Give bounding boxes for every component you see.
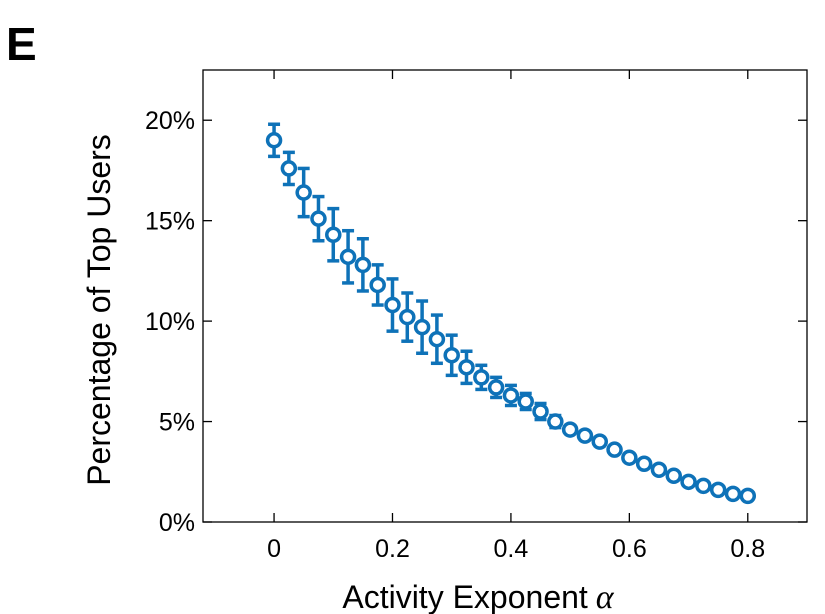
data-marker bbox=[413, 318, 431, 336]
data-marker bbox=[606, 441, 623, 458]
plot-area-frame bbox=[202, 69, 808, 523]
data-marker bbox=[428, 330, 446, 348]
data-marker bbox=[384, 296, 401, 314]
data-point bbox=[502, 383, 520, 408]
data-marker bbox=[443, 347, 460, 364]
data-marker bbox=[325, 226, 342, 243]
data-point bbox=[265, 122, 283, 159]
data-marker bbox=[561, 421, 579, 438]
data-point bbox=[621, 449, 638, 466]
x-tick-label: 0.4 bbox=[494, 535, 529, 563]
data-point bbox=[680, 473, 697, 491]
data-marker bbox=[280, 160, 298, 177]
data-point bbox=[561, 421, 579, 438]
data-marker bbox=[487, 379, 505, 396]
data-marker bbox=[739, 487, 757, 505]
data-marker bbox=[576, 427, 594, 444]
data-point bbox=[576, 427, 594, 444]
data-point bbox=[354, 236, 372, 293]
data-point bbox=[739, 487, 757, 505]
data-point bbox=[384, 277, 401, 333]
y-axis-label: Percentage of Top Users bbox=[81, 134, 117, 486]
x-tick-label: 0.6 bbox=[612, 535, 647, 563]
data-point bbox=[325, 206, 342, 263]
data-marker bbox=[621, 449, 638, 466]
data-point bbox=[339, 228, 357, 285]
data-point bbox=[473, 363, 490, 392]
data-point bbox=[413, 299, 431, 356]
data-point bbox=[458, 349, 475, 386]
x-tick-label: 0.8 bbox=[730, 535, 765, 563]
data-point bbox=[517, 391, 534, 412]
data-point bbox=[280, 150, 298, 187]
x-axis-label-text: Activity Exponent bbox=[342, 579, 588, 614]
data-marker bbox=[310, 210, 327, 227]
y-tick-label: 15% bbox=[145, 208, 195, 236]
data-point bbox=[532, 401, 549, 422]
x-axis-label: Activity Exponent α bbox=[342, 579, 614, 614]
data-marker bbox=[399, 308, 416, 326]
data-marker bbox=[517, 393, 534, 410]
data-marker bbox=[295, 184, 312, 201]
y-tick-label: 0% bbox=[159, 509, 195, 537]
data-marker bbox=[665, 467, 683, 485]
panel-label: E bbox=[6, 18, 37, 70]
data-point bbox=[443, 333, 460, 378]
data-marker bbox=[369, 276, 386, 294]
data-marker bbox=[695, 477, 712, 495]
data-marker bbox=[339, 248, 357, 266]
data-marker bbox=[650, 461, 668, 479]
data-marker bbox=[591, 433, 608, 450]
data-point bbox=[650, 461, 668, 479]
data-point bbox=[665, 467, 683, 485]
data-point bbox=[487, 375, 505, 400]
data-point bbox=[724, 485, 742, 503]
data-marker bbox=[532, 403, 549, 420]
data-marker bbox=[473, 369, 490, 386]
data-marker bbox=[724, 485, 742, 503]
y-tick-label: 20% bbox=[145, 107, 195, 135]
y-tick-label: 5% bbox=[159, 409, 195, 437]
data-point bbox=[399, 291, 416, 343]
x-axis-label-symbol: α bbox=[596, 579, 615, 614]
x-tick-label: 0.2 bbox=[375, 535, 410, 563]
data-marker bbox=[547, 413, 564, 430]
x-tick-label: 0 bbox=[267, 535, 281, 563]
data-marker bbox=[354, 256, 372, 274]
data-point bbox=[635, 455, 653, 472]
y-axis: 0% 5% 10% 15% 20% bbox=[145, 107, 807, 537]
data-point bbox=[369, 263, 386, 307]
data-marker bbox=[265, 132, 283, 149]
data-series bbox=[265, 122, 757, 505]
x-axis: 0 0.2 0.4 0.6 0.8 bbox=[267, 70, 765, 563]
data-point bbox=[695, 477, 712, 495]
data-point bbox=[428, 313, 446, 366]
data-marker bbox=[709, 481, 727, 499]
data-point bbox=[591, 433, 608, 450]
data-marker bbox=[680, 473, 697, 491]
data-point bbox=[606, 441, 623, 458]
data-marker bbox=[458, 359, 475, 376]
data-point bbox=[295, 166, 312, 219]
data-point bbox=[709, 481, 727, 499]
y-tick-label: 10% bbox=[145, 308, 195, 336]
data-point bbox=[547, 413, 564, 430]
data-marker bbox=[635, 455, 653, 472]
data-marker bbox=[502, 387, 520, 404]
data-point bbox=[310, 194, 327, 243]
